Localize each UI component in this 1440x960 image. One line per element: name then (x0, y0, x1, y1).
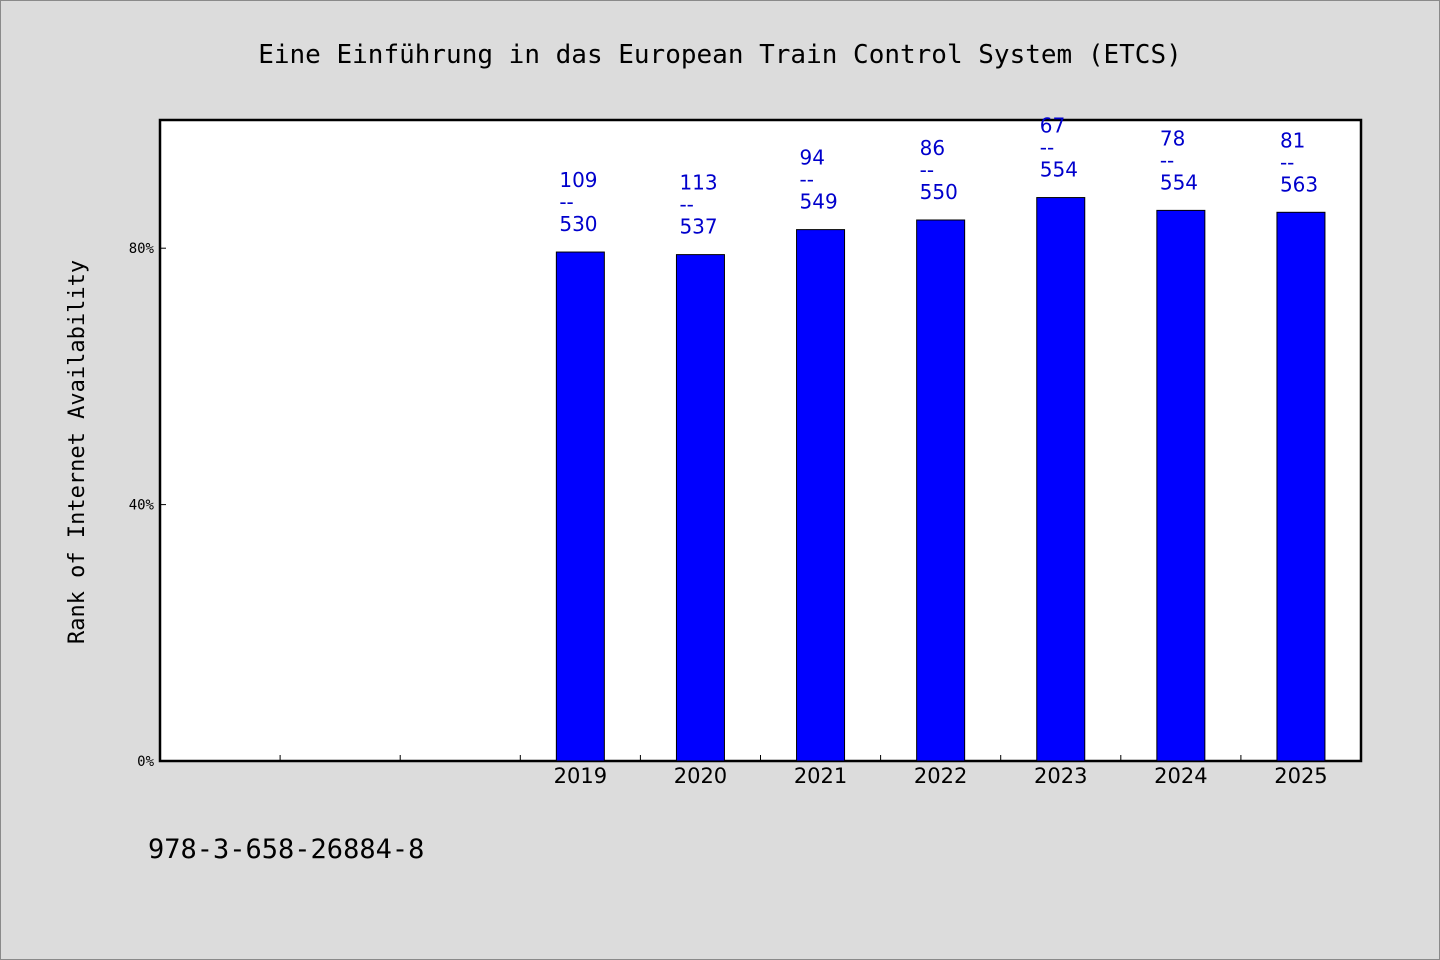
bar (675, 254, 725, 762)
bar (555, 251, 605, 762)
bar-data-label: 537 (679, 215, 717, 239)
bar-data-label: 67 (1040, 114, 1065, 138)
bar-data-label: -- (1280, 150, 1294, 174)
chart-title: Eine Einführung in das European Train Co… (258, 40, 1182, 70)
x-tick-label: 2019 (554, 764, 607, 788)
bar-data-label: -- (1160, 148, 1174, 172)
bar-data-label: 113 (679, 171, 717, 195)
bar-data-label: -- (920, 158, 934, 182)
bar (796, 229, 846, 762)
bar-data-label: -- (679, 193, 693, 217)
bar-data-label: 563 (1280, 172, 1318, 196)
y-tick-label: 40% (129, 498, 155, 514)
bar (1156, 209, 1206, 762)
bar-data-label: -- (559, 190, 573, 214)
bar-data-label: 550 (920, 180, 958, 204)
y-tick-label: 0% (137, 754, 154, 770)
bar-data-label: 530 (559, 212, 597, 236)
bar-data-label: -- (1040, 136, 1054, 160)
x-tick-label: 2021 (794, 764, 847, 788)
x-tick-label: 2020 (674, 764, 727, 788)
y-tick-label: 80% (129, 241, 155, 257)
bar (1276, 211, 1326, 762)
isbn-label: 978-3-658-26884-8 (148, 834, 425, 865)
x-tick-label: 2024 (1154, 764, 1207, 788)
chart-marks: 0%40%80%109--5302019113--537202094--5492… (129, 114, 1328, 788)
bar (1036, 197, 1086, 762)
bar-data-label: 78 (1160, 126, 1185, 150)
bar-data-label: 554 (1160, 170, 1198, 194)
x-tick-label: 2023 (1034, 764, 1087, 788)
bar-data-label: 86 (920, 136, 945, 160)
x-tick-label: 2025 (1274, 764, 1327, 788)
bar-data-label: 109 (559, 168, 597, 192)
bar-data-label: 94 (800, 146, 825, 170)
y-axis-label: Rank of Internet Availability (65, 260, 90, 644)
x-tick-label: 2022 (914, 764, 967, 788)
bar (916, 219, 966, 762)
bar-data-label: 81 (1280, 128, 1305, 152)
bar-data-label: 549 (800, 190, 838, 214)
bar-data-label: 554 (1040, 158, 1078, 182)
bar-data-label: -- (800, 168, 814, 192)
